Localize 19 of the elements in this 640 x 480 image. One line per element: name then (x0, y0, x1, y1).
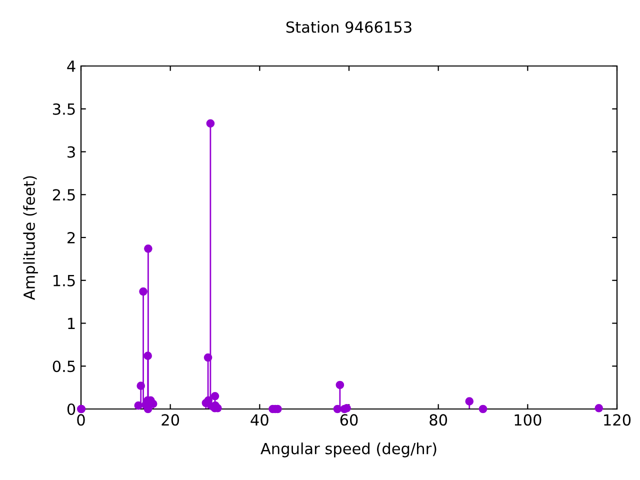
y-tick-label: 2 (68, 232, 75, 244)
x-tick-label: 60 (340, 414, 358, 426)
y-tick-label: 4 (67, 60, 76, 72)
x-tick-label: 80 (430, 414, 448, 426)
y-tick-label: 0 (67, 403, 76, 416)
y-tick-label: 3 (68, 146, 75, 158)
chart-title: Station 9466153 (286, 21, 412, 33)
y-tick-label: 1 (68, 318, 75, 330)
x-tick-label: 100 (514, 414, 542, 426)
x-tick-label: 0 (77, 414, 85, 426)
y-tick-label: 0.5 (52, 360, 75, 372)
y-axis-title: Amplitude (feet) (23, 176, 38, 300)
x-tick-label: 40 (250, 414, 268, 426)
y-tick-label: 3.5 (53, 103, 75, 115)
x-tick-label: 20 (162, 414, 180, 426)
x-axis-title: Angular speed (deg/hr) (260, 442, 436, 458)
y-tick-label: 2.5 (52, 189, 75, 201)
y-tick-label: 1.5 (54, 275, 75, 286)
x-tick-label: 120 (604, 414, 631, 426)
